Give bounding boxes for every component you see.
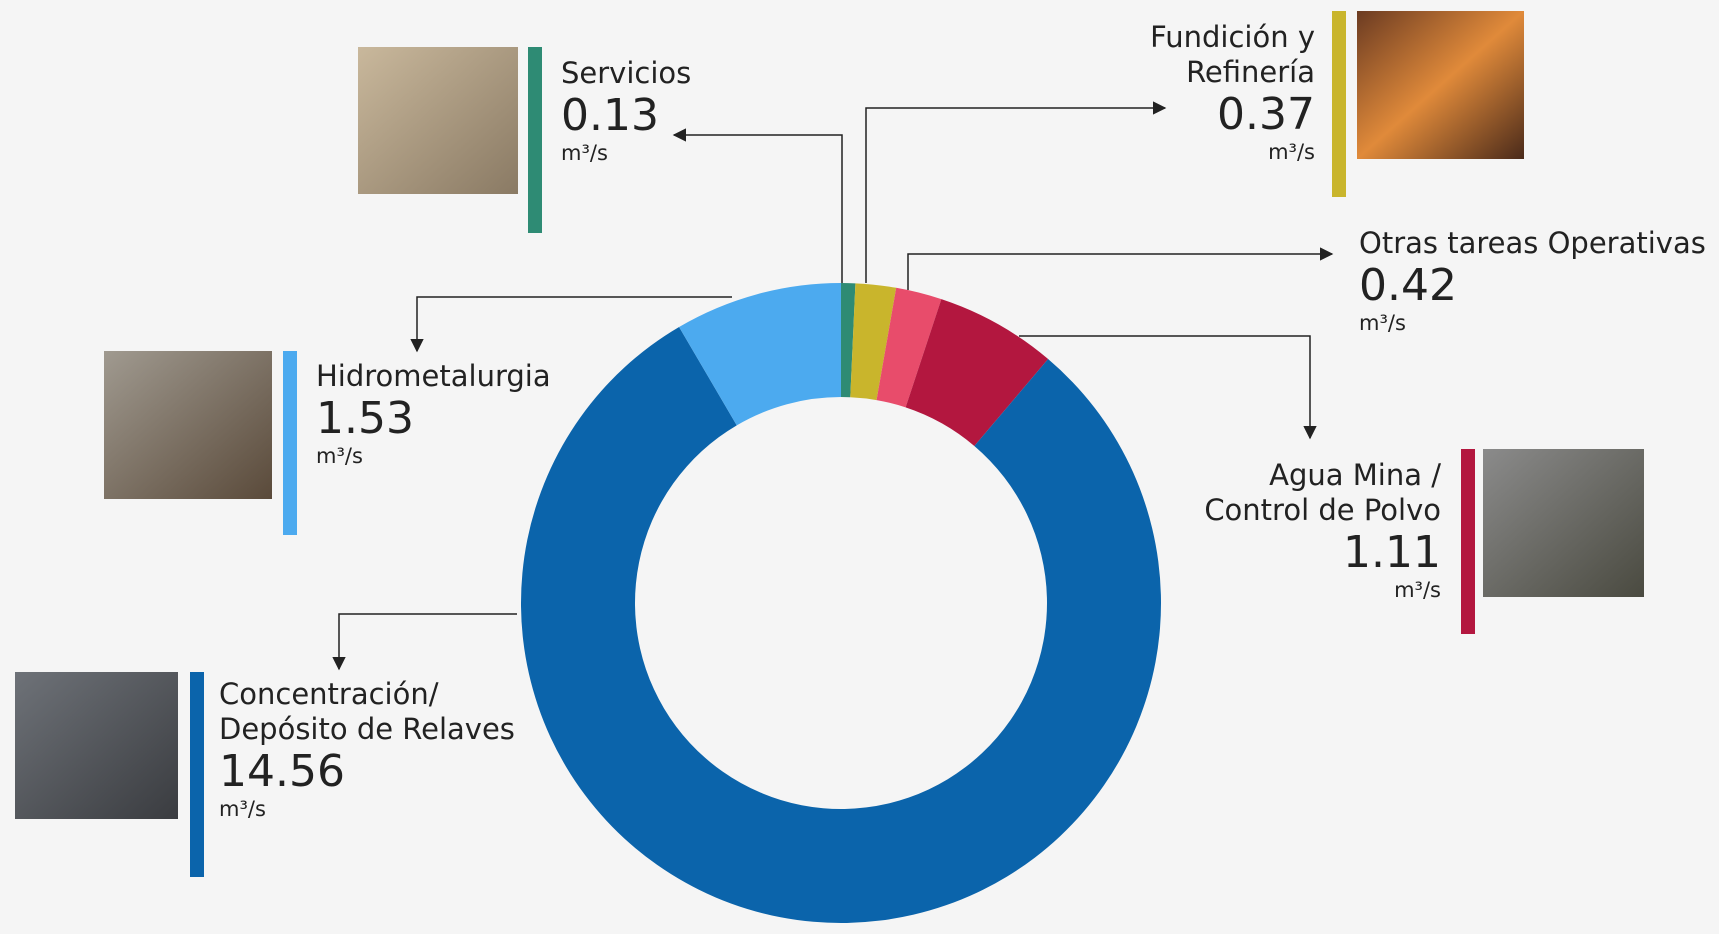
- segment-label: Otras tareas Operativas 0.42 m³/s: [1359, 226, 1719, 337]
- value-label: 1.11: [1343, 526, 1441, 578]
- unit-label: m³/s: [561, 141, 608, 166]
- category-name: Fundición y Refinería: [1150, 20, 1315, 89]
- photo: [104, 351, 272, 499]
- unit-label: m³/s: [219, 797, 266, 822]
- photo: [1357, 11, 1524, 159]
- arrow: [672, 128, 843, 285]
- value-label: 0.37: [1217, 88, 1315, 140]
- donut-segment: [850, 283, 897, 401]
- value-label: 14.56: [219, 745, 345, 797]
- arrow: [907, 247, 1334, 290]
- donut-segment: [679, 283, 841, 426]
- segment-label: Servicios 0.13 m³/s: [561, 56, 861, 167]
- donut-segment: [905, 299, 1049, 446]
- category-name: Hidrometalurgia: [316, 359, 551, 393]
- color-bar: [528, 47, 542, 233]
- value-label: 1.53: [316, 392, 414, 444]
- photo: [1483, 449, 1644, 597]
- category-name: Servicios: [561, 56, 692, 90]
- category-name: Otras tareas Operativas: [1359, 226, 1706, 260]
- segment-label: Agua Mina / Control de Polvo 1.11 m³/s: [1171, 458, 1441, 603]
- color-bar: [1332, 11, 1346, 197]
- photo: [358, 47, 518, 194]
- unit-label: m³/s: [1268, 140, 1315, 165]
- arrow: [865, 101, 1167, 283]
- segment-label: Hidrometalurgia 1.53 m³/s: [316, 359, 616, 470]
- unit-label: m³/s: [1394, 578, 1441, 603]
- unit-label: m³/s: [316, 444, 363, 469]
- donut-segment: [876, 287, 942, 408]
- segment-label: Fundición y Refinería 0.37 m³/s: [1115, 20, 1315, 165]
- color-bar: [1461, 449, 1475, 634]
- arrow: [1019, 335, 1317, 440]
- value-label: 0.13: [561, 89, 659, 141]
- arrow: [332, 613, 517, 671]
- photo: [15, 672, 178, 819]
- arrow: [410, 296, 732, 353]
- category-name: Concentración/ Depósito de Relaves: [219, 677, 515, 746]
- color-bar: [283, 351, 297, 535]
- color-bar: [190, 672, 204, 877]
- donut-segment: [521, 326, 1161, 923]
- donut-segment: [841, 283, 856, 398]
- unit-label: m³/s: [1359, 311, 1406, 336]
- segment-label: Concentración/ Depósito de Relaves 14.56 m…: [219, 677, 539, 822]
- category-name: Agua Mina / Control de Polvo: [1204, 458, 1441, 527]
- value-label: 0.42: [1359, 259, 1457, 311]
